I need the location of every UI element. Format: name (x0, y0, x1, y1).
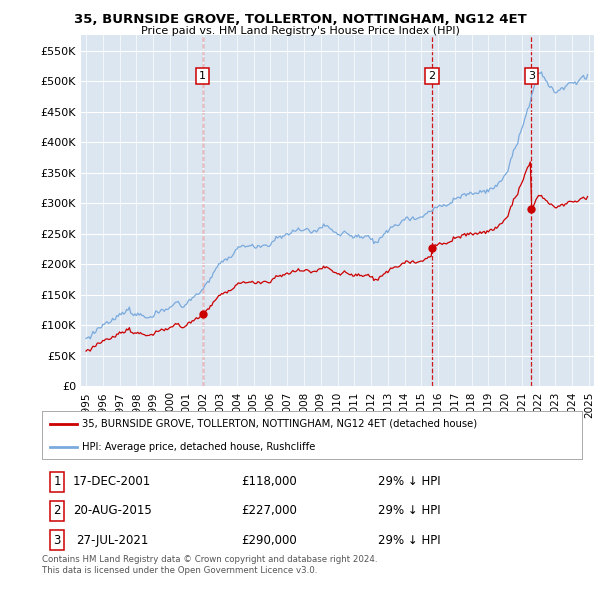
Text: 35, BURNSIDE GROVE, TOLLERTON, NOTTINGHAM, NG12 4ET (detached house): 35, BURNSIDE GROVE, TOLLERTON, NOTTINGHA… (83, 419, 478, 429)
Text: 29% ↓ HPI: 29% ↓ HPI (378, 476, 440, 489)
Text: HPI: Average price, detached house, Rushcliffe: HPI: Average price, detached house, Rush… (83, 442, 316, 452)
Text: 1: 1 (199, 71, 206, 81)
Text: 2: 2 (53, 504, 61, 517)
Text: 29% ↓ HPI: 29% ↓ HPI (378, 504, 440, 517)
Text: £118,000: £118,000 (241, 476, 296, 489)
Text: This data is licensed under the Open Government Licence v3.0.: This data is licensed under the Open Gov… (42, 566, 317, 575)
Text: £227,000: £227,000 (241, 504, 297, 517)
Text: Contains HM Land Registry data © Crown copyright and database right 2024.: Contains HM Land Registry data © Crown c… (42, 555, 377, 563)
Text: 27-JUL-2021: 27-JUL-2021 (76, 534, 148, 547)
Text: Price paid vs. HM Land Registry's House Price Index (HPI): Price paid vs. HM Land Registry's House … (140, 26, 460, 36)
Text: 3: 3 (528, 71, 535, 81)
Text: 35, BURNSIDE GROVE, TOLLERTON, NOTTINGHAM, NG12 4ET: 35, BURNSIDE GROVE, TOLLERTON, NOTTINGHA… (74, 13, 526, 26)
Text: 17-DEC-2001: 17-DEC-2001 (73, 476, 151, 489)
Text: 29% ↓ HPI: 29% ↓ HPI (378, 534, 440, 547)
Text: 1: 1 (53, 476, 61, 489)
Text: 3: 3 (53, 534, 61, 547)
Text: 20-AUG-2015: 20-AUG-2015 (73, 504, 152, 517)
Text: 2: 2 (428, 71, 436, 81)
Text: £290,000: £290,000 (241, 534, 296, 547)
